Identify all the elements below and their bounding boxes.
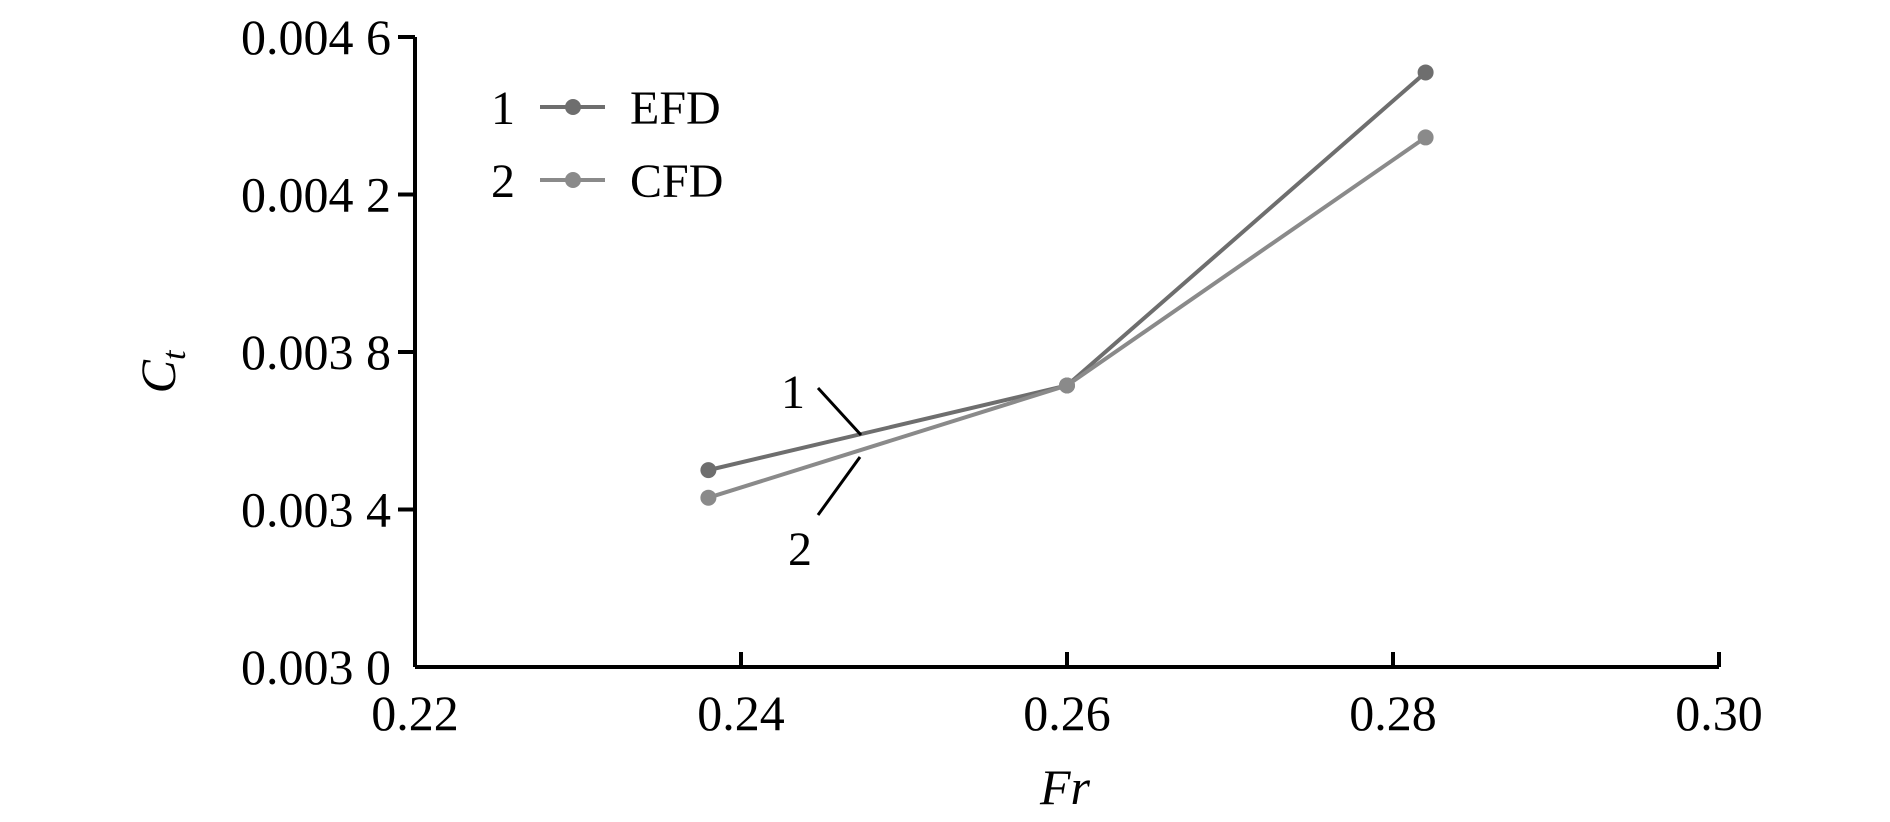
legend-number: 2 [491,155,515,208]
legend-swatch-marker [565,172,581,188]
x-tick-label: 0.26 [1023,685,1111,741]
y-tick-label: 0.004 6 [241,9,391,65]
x-axis-title: Fr [1039,759,1091,815]
y-axis-title-main: C [130,359,186,393]
legend-label: CFD [630,155,723,208]
y-tick-label: 0.003 4 [241,482,391,538]
y-tick-label: 0.003 0 [241,639,391,695]
tick-group: 0.22 0.24 0.26 0.28 0.30 0.003 0 0.003 4 0.003 … [241,9,1763,741]
data-point-cfd [1059,377,1075,394]
callout-leader-line [816,386,863,437]
legend-number: 1 [491,82,515,135]
x-tick-label: 0.24 [697,685,785,741]
y-axis-title: Ct [130,349,193,393]
y-tick-label: 0.004 2 [241,167,391,223]
data-point-efd [700,462,717,479]
data-point-efd [1417,64,1434,81]
data-point-cfd [700,489,717,506]
series-callouts: 12 [781,366,863,576]
legend-swatch-marker [565,99,581,115]
x-tick-label: 0.22 [371,685,459,741]
axes [413,37,1719,669]
legend: 1 EFD 2 CFD [491,82,723,208]
callout-leader-line [816,456,862,516]
x-tick-label: 0.28 [1349,685,1437,741]
series-line-efd [707,70,1427,473]
y-axis-title-sub: t [156,349,193,360]
legend-label: EFD [630,82,721,135]
x-tick-label: 0.30 [1675,685,1763,741]
data-point-cfd [1417,129,1434,146]
y-tick-label: 0.003 8 [241,324,391,380]
callout-number: 1 [781,366,805,419]
series-group [700,64,1434,506]
callout-number: 2 [788,523,812,576]
